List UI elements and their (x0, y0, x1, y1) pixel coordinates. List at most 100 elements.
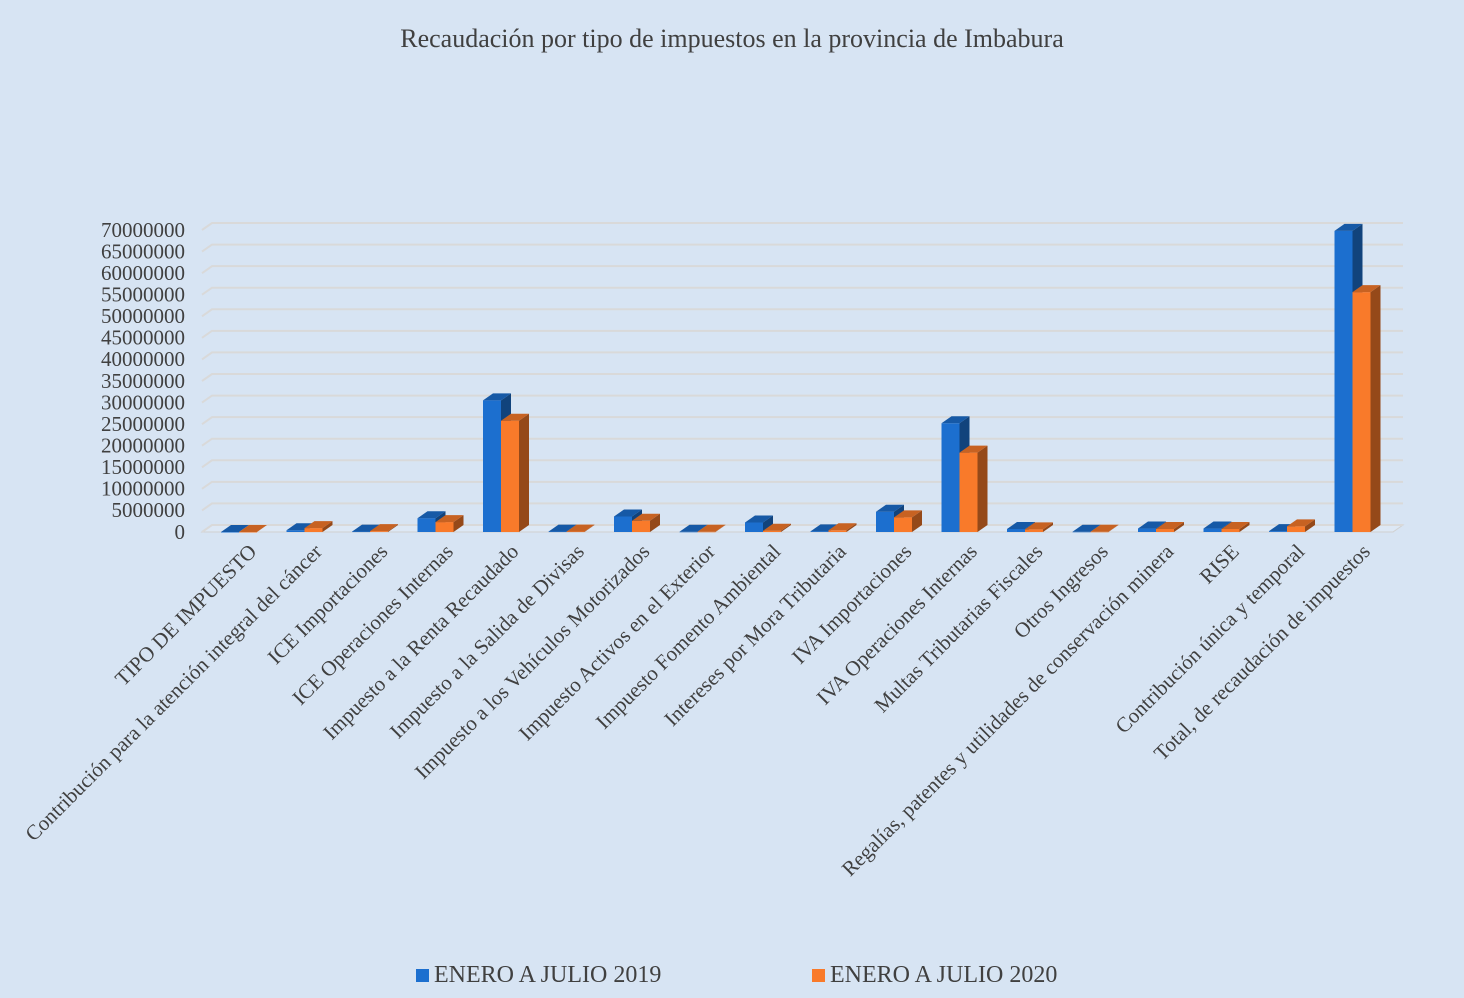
bar-top-s2020 (763, 523, 791, 531)
gridline (201, 308, 1403, 318)
y-tick-label: 15000000 (101, 455, 185, 479)
gridline (201, 502, 1403, 512)
bar-top-s2019 (483, 393, 511, 401)
bar-top-s2020 (239, 525, 267, 532)
bar-top-s2019 (548, 524, 577, 532)
legend-item-2020: ENERO A JULIO 2020 (812, 962, 1057, 989)
legend-swatch-2020 (812, 969, 825, 982)
x-tick-label: IVA Importaciones (787, 539, 916, 668)
bar-s2020 (1090, 531, 1109, 533)
bar-s2020 (1025, 529, 1043, 532)
bar-s2020 (566, 531, 585, 533)
bar-side-s2020 (846, 523, 857, 532)
bar-s2020 (370, 531, 388, 532)
y-tick-label: 35000000 (101, 369, 185, 393)
bar-top-s2020 (1090, 524, 1119, 532)
y-tick-label: 60000000 (101, 261, 185, 285)
bar-top-s2019 (1203, 521, 1232, 529)
bar-s2019 (1072, 531, 1091, 533)
gridline (201, 329, 1403, 339)
bar-side-s2020 (1108, 524, 1119, 532)
bar-s2019 (1007, 528, 1025, 532)
bar-side-s2020 (584, 524, 595, 532)
bar-s2019 (1138, 528, 1156, 532)
bar-s2020 (697, 531, 716, 533)
gridline (201, 480, 1403, 490)
bar-s2020 (239, 532, 257, 533)
bar-s2020 (304, 528, 323, 532)
bar-side-s2020 (388, 524, 398, 532)
bar-s2020 (435, 522, 454, 532)
bar-top-s2019 (745, 515, 773, 523)
bar-s2020 (894, 517, 912, 532)
bar-top-s2020 (370, 524, 398, 532)
bar-side-s2020 (912, 510, 922, 532)
x-tick-label: Contribución para la atención integral d… (20, 539, 326, 845)
bar-s2019 (876, 511, 894, 532)
y-tick-label: 10000000 (101, 477, 185, 501)
bar-top-s2019 (1007, 521, 1035, 529)
y-tick-label: 55000000 (101, 283, 185, 307)
y-tick-label: 50000000 (101, 304, 185, 328)
gridline (201, 459, 1403, 469)
bar-s2019 (1203, 528, 1222, 532)
gridline (201, 373, 1403, 382)
bar-top-s2019 (352, 524, 380, 532)
bar-s2020 (959, 452, 978, 532)
bar-top-s2019 (679, 524, 708, 532)
bar-s2020 (763, 530, 781, 532)
chart-title: Recaudación por tipo de impuestos en la … (400, 24, 1064, 53)
bar-top-s2019 (876, 504, 904, 512)
bar-side-s2020 (1370, 285, 1381, 532)
bar-side-s2020 (1305, 519, 1315, 532)
gridline (201, 394, 1403, 404)
bar-s2020 (1287, 526, 1305, 532)
y-tick-label: 70000000 (101, 218, 185, 242)
gridline (201, 416, 1403, 425)
legend-swatch-2019 (416, 969, 429, 982)
bar-top-s2019 (1334, 223, 1363, 231)
gridline (201, 437, 1403, 447)
x-tick-label: ICE Importaciones (263, 539, 393, 669)
legend-item-2019: ENERO A JULIO 2019 (416, 962, 661, 989)
bar-top-s2020 (566, 524, 595, 532)
bar-top-s2020 (959, 445, 988, 453)
bar-s2019 (417, 518, 436, 532)
bar-top-s2020 (501, 413, 529, 421)
bar-top-s2020 (632, 513, 660, 521)
x-tick-label: RISE (1195, 539, 1244, 588)
bar-s2019 (1269, 531, 1287, 532)
bar-s2019 (810, 531, 829, 532)
bar-s2020 (828, 530, 847, 532)
legend: ENERO A JULIO 2019 ENERO A JULIO 2020 (0, 962, 1464, 998)
bar-side-s2020 (715, 524, 726, 532)
x-tick-label: Impuesto a los Vehículos Motorizados (410, 539, 654, 783)
bar-side-s2020 (322, 521, 333, 532)
bar-s2019 (221, 532, 239, 533)
bar-top-s2019 (810, 524, 839, 532)
gridline (201, 222, 1403, 231)
legend-label-2019: ENERO A JULIO 2019 (434, 962, 662, 988)
bar-top-s2019 (1138, 521, 1166, 529)
bar-s2019 (1334, 230, 1353, 532)
bar-side-s2020 (1239, 521, 1250, 532)
y-tick-label: 40000000 (101, 347, 185, 371)
bar-top-s2019 (286, 523, 315, 531)
gridline (201, 243, 1403, 253)
bar-top-s2020 (1221, 521, 1250, 529)
bar-top-s2019 (941, 416, 970, 424)
gridline (201, 524, 1403, 533)
gridline (201, 265, 1403, 274)
bar-top-s2020 (1352, 285, 1381, 293)
bar-s2019 (614, 516, 632, 532)
bar-top-s2019 (221, 525, 249, 532)
bar-side-s2020 (453, 515, 464, 532)
bar-top-s2020 (697, 524, 726, 532)
bar-top-s2020 (304, 521, 333, 529)
bar-side-s2020 (1043, 522, 1053, 532)
bar-top-s2020 (1025, 522, 1053, 530)
y-tick-label: 5000000 (112, 498, 186, 522)
y-tick-label: 45000000 (101, 326, 185, 350)
bar-top-s2020 (1287, 519, 1315, 527)
